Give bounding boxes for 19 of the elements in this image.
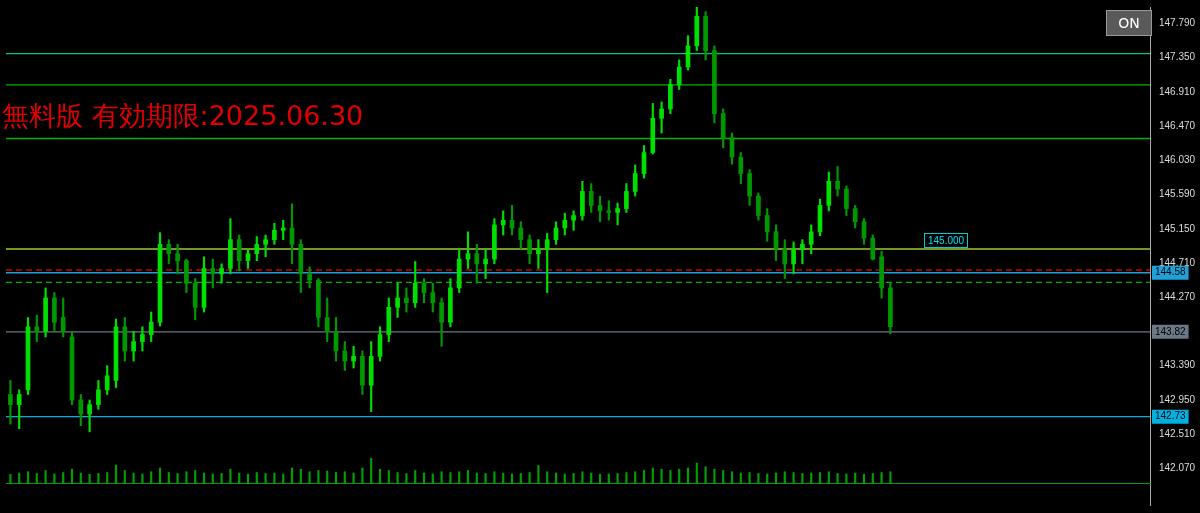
y-tick-label: 145.590 xyxy=(1159,188,1196,200)
y-tick-label: 144.270 xyxy=(1159,290,1196,302)
y-tick-label: 147.350 xyxy=(1159,51,1196,63)
y-tick-label: 144.710 xyxy=(1159,256,1196,268)
y-tick-label: 142.070 xyxy=(1159,462,1196,474)
ref-line-label: 142.73 xyxy=(1155,410,1187,422)
y-tick-label: 146.910 xyxy=(1159,85,1196,97)
ref-line-label: 144.58 xyxy=(1155,266,1187,278)
y-tick-label: 143.390 xyxy=(1159,359,1196,371)
y-tick-label: 145.150 xyxy=(1159,222,1196,234)
annotation: 145.000 xyxy=(924,233,969,248)
y-tick-label: 146.030 xyxy=(1159,154,1196,166)
y-tick-label: 142.950 xyxy=(1159,393,1196,405)
y-tick-label: 147.790 xyxy=(1159,17,1196,29)
y-tick-label: 146.470 xyxy=(1159,119,1196,131)
annotation: 無料版 有効期限:2025.06.30 xyxy=(2,99,364,133)
ref-line-label: 143.82 xyxy=(1155,325,1187,337)
toggle-button: ON xyxy=(1106,10,1152,36)
y-tick-label: 142.510 xyxy=(1159,427,1196,439)
